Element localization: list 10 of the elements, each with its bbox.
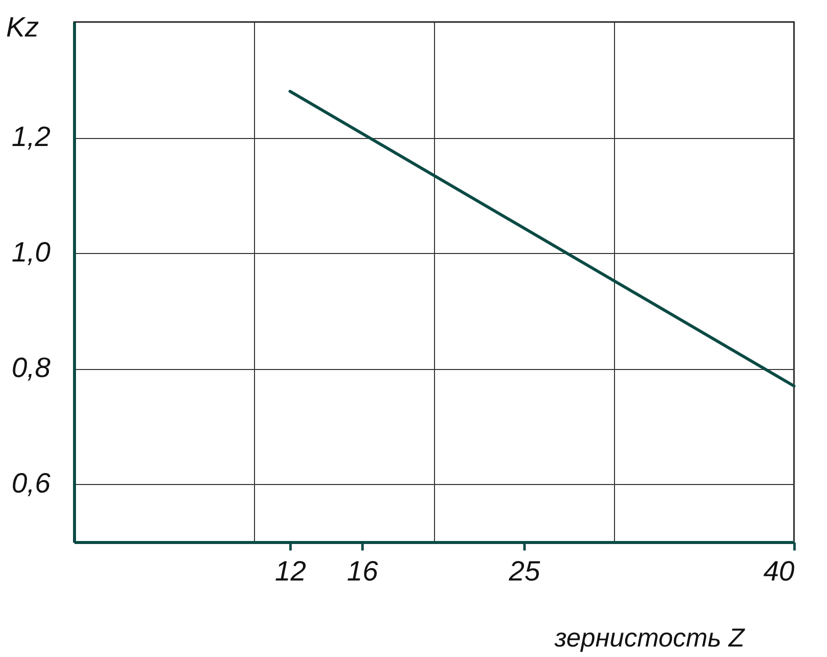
- y-tick-label: 1,2: [12, 121, 51, 152]
- x-axis-title: зернистость Z: [554, 622, 746, 652]
- y-tick-label: 0,8: [12, 352, 51, 384]
- x-tick-label: 12: [274, 556, 306, 586]
- y-axis-title: Kz: [6, 12, 39, 42]
- y-tick-label: 1,0: [12, 236, 51, 268]
- y-tick-label: 0,6: [12, 468, 51, 499]
- x-tick-label: 40: [763, 556, 795, 586]
- x-tick-label: 25: [508, 556, 540, 586]
- x-tick-label: 16: [346, 556, 378, 586]
